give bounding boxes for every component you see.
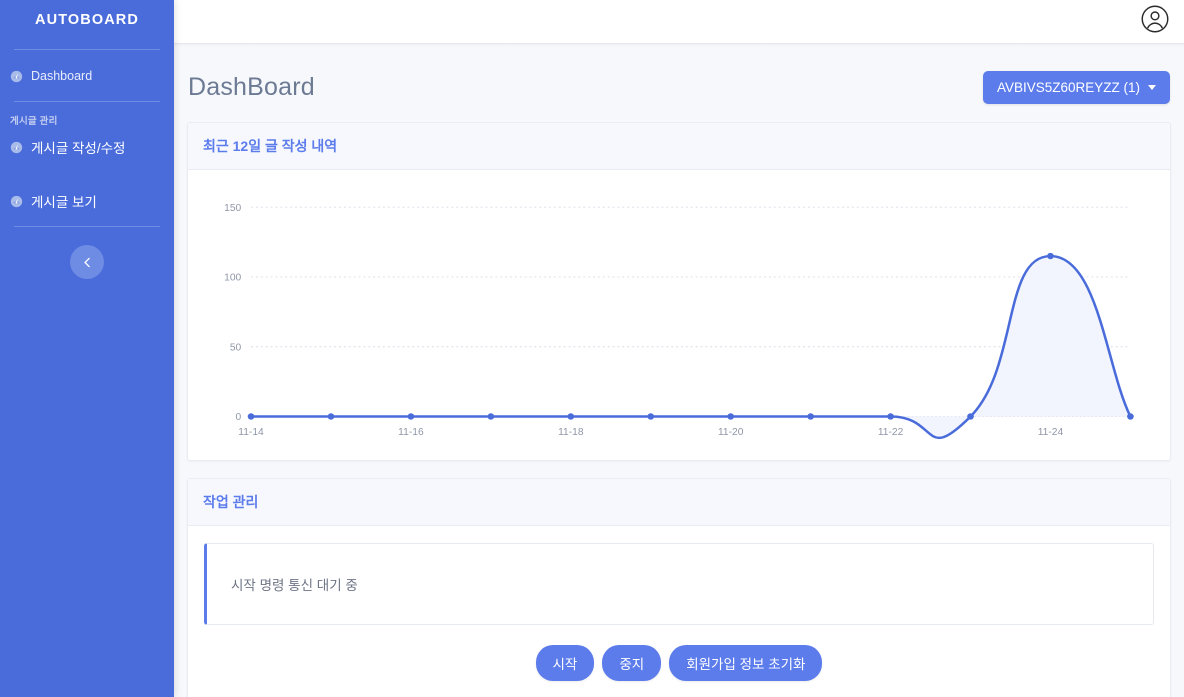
- svg-text:11-16: 11-16: [398, 427, 424, 438]
- reset-signup-info-button[interactable]: 회원가입 정보 초기화: [669, 645, 823, 681]
- sidebar-section-label: 게시글 관리: [10, 116, 58, 127]
- sidebar-divider-top: [14, 49, 160, 50]
- chart-container: 0 50 100 150 11-14 11-16 11-18 11-20 11-22 11-24: [188, 170, 1170, 460]
- svg-text:11-14: 11-14: [238, 427, 264, 438]
- task-card: 작업 관리 시작 명령 통신 대기 중 시작 중지 회원가입 정보 초기화: [187, 478, 1171, 697]
- gauge-icon: [10, 195, 23, 208]
- sidebar-item-view-post[interactable]: 게시글 보기: [0, 185, 174, 217]
- main-area: DashBoard AVBIVS5Z60REYZZ (1) 최근 12일 글 작…: [174, 0, 1184, 697]
- top-bar: [174, 0, 1184, 47]
- account-dropdown-button[interactable]: AVBIVS5Z60REYZZ (1): [982, 71, 1170, 104]
- line-area-chart[interactable]: 0 50 100 150 11-14 11-16 11-18 11-20 11-22 11-24: [210, 182, 1148, 454]
- sidebar-collapse-wrap: [0, 245, 174, 279]
- sidebar-spacer: [0, 50, 174, 60]
- sidebar-spacer-2: [0, 163, 174, 185]
- sidebar-item-label: 게시글 보기: [31, 195, 97, 210]
- chevron-left-icon: [81, 256, 94, 269]
- sidebar-divider-mid: [14, 101, 160, 102]
- svg-text:150: 150: [224, 203, 242, 214]
- chart-card-title: 최근 12일 글 작성 내역: [188, 123, 1170, 170]
- account-dropdown-label: AVBIVS5Z60REYZZ (1): [996, 80, 1140, 95]
- svg-text:11-24: 11-24: [1038, 427, 1064, 438]
- sidebar-item-write-edit-post[interactable]: 게시글 작성/수정: [0, 131, 174, 163]
- avatar[interactable]: [1139, 4, 1171, 39]
- sidebar-divider-bottom: [14, 226, 160, 227]
- sidebar-item-dashboard[interactable]: Dashboard: [0, 60, 174, 92]
- svg-text:50: 50: [230, 343, 242, 354]
- sidebar-item-label: Dashboard: [31, 69, 93, 83]
- caret-down-icon: [1148, 85, 1156, 90]
- svg-text:11-22: 11-22: [878, 427, 904, 438]
- status-message-box: 시작 명령 통신 대기 중: [204, 543, 1154, 625]
- content-area: DashBoard AVBIVS5Z60REYZZ (1) 최근 12일 글 작…: [174, 44, 1184, 697]
- svg-text:11-18: 11-18: [558, 427, 584, 438]
- task-card-title: 작업 관리: [188, 479, 1170, 526]
- svg-text:100: 100: [224, 273, 242, 284]
- chart-card-body: 0 50 100 150 11-14 11-16 11-18 11-20 11-22 11-24: [188, 170, 1170, 460]
- stop-button[interactable]: 중지: [602, 645, 662, 681]
- page-header: DashBoard AVBIVS5Z60REYZZ (1): [187, 44, 1171, 122]
- start-button[interactable]: 시작: [535, 645, 595, 681]
- task-button-row: 시작 중지 회원가입 정보 초기화: [204, 625, 1154, 693]
- sidebar: AUTOBOARD Dashboard 게시글 관리: [0, 0, 174, 697]
- svg-text:11-20: 11-20: [718, 427, 744, 438]
- chart-card: 최근 12일 글 작성 내역 0 50 100 150 11-14 11-16 11-18 1…: [187, 122, 1171, 461]
- page-title: DashBoard: [188, 73, 315, 101]
- gauge-icon: [10, 70, 23, 83]
- user-circle-icon: [1140, 4, 1170, 39]
- sidebar-collapse-button[interactable]: [70, 245, 104, 279]
- sidebar-item-label: 게시글 작성/수정: [31, 141, 126, 156]
- status-message-text: 시작 명령 통신 대기 중: [231, 578, 358, 593]
- svg-text:0: 0: [236, 412, 242, 423]
- brand-logo: AUTOBOARD: [35, 12, 139, 28]
- task-card-body: 시작 명령 통신 대기 중 시작 중지 회원가입 정보 초기화: [188, 526, 1170, 697]
- gauge-icon: [10, 141, 23, 154]
